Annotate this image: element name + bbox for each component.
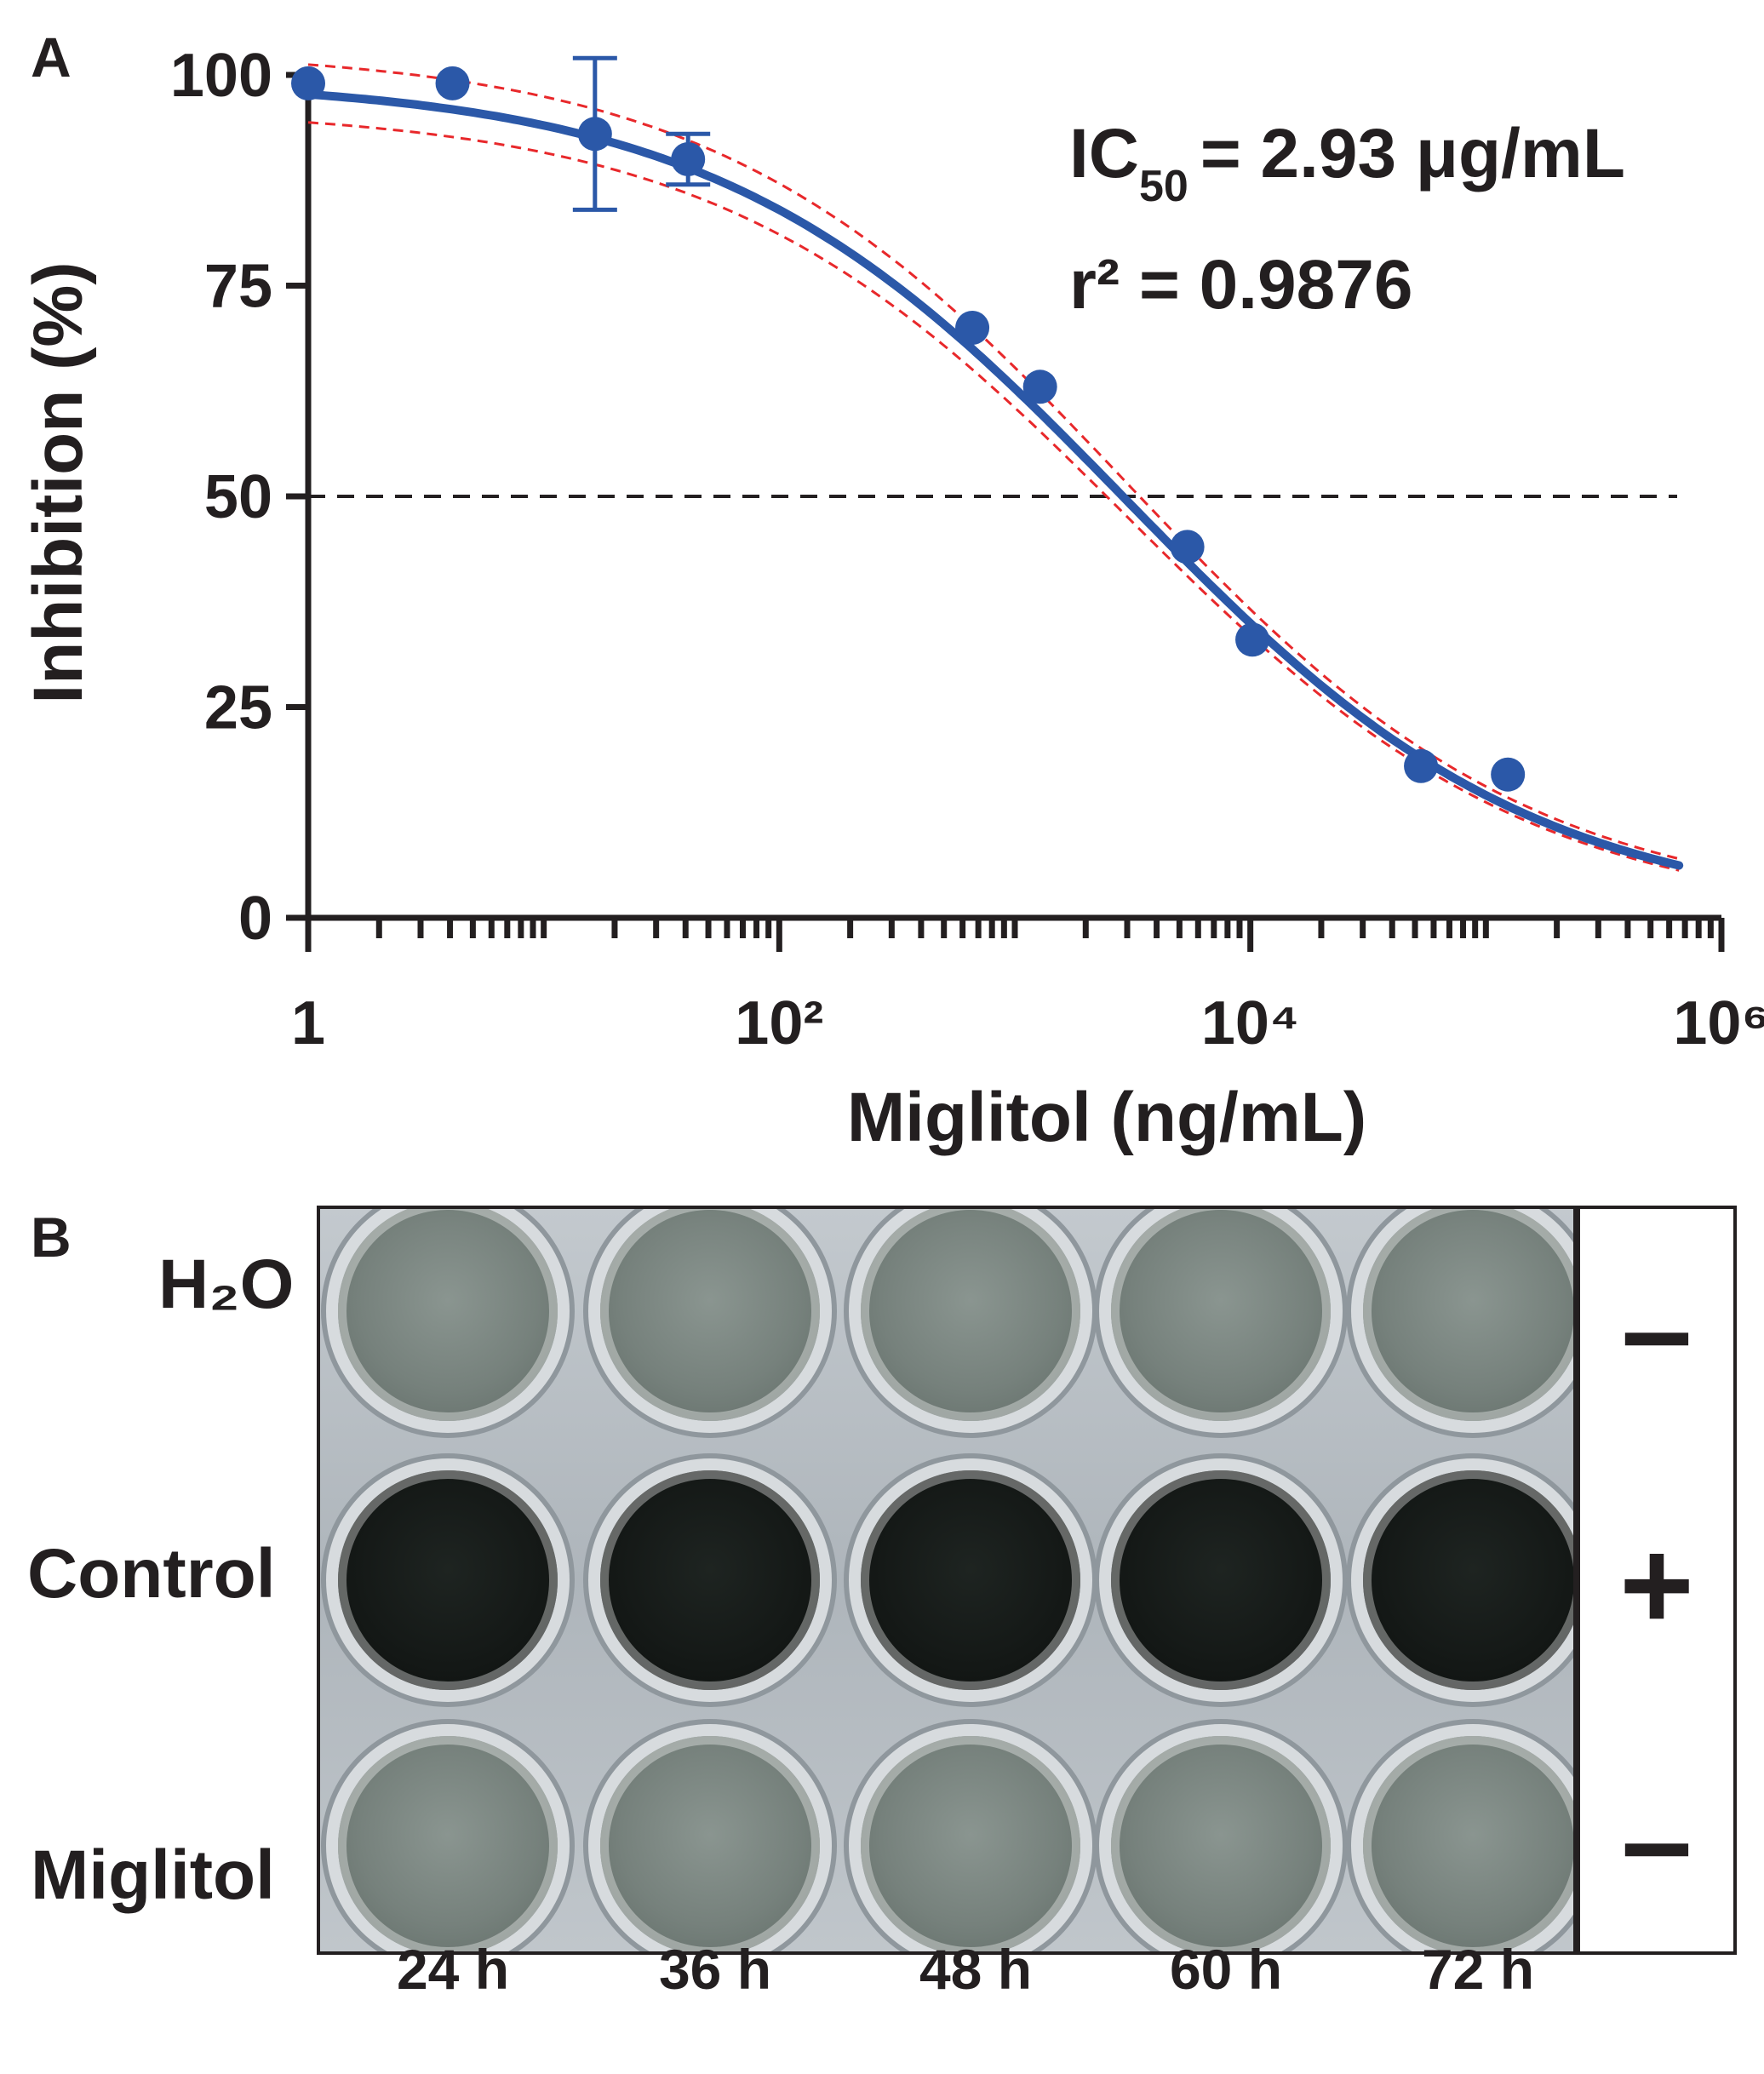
row-label-control: Control (27, 1535, 276, 1613)
x-tick-label: 10² (735, 989, 823, 1057)
well-1-5 (1363, 1209, 1573, 1421)
y-tick-label: 50 (204, 463, 272, 531)
y-axis-title: Inhibition (%) (20, 261, 97, 703)
lower-ci-curve (307, 121, 1680, 872)
data-point (1235, 622, 1270, 657)
sign-miglitol: – (1621, 1768, 1692, 1911)
fit-curve (304, 89, 1684, 870)
well-3-1 (338, 1736, 558, 1951)
data-point (1170, 530, 1205, 564)
well-2-5 (1363, 1470, 1573, 1690)
y-tick-label: 25 (204, 674, 272, 742)
time-label-60h: 60 h (1169, 1938, 1283, 2001)
y-tick-label: 75 (204, 253, 272, 321)
data-point (435, 66, 470, 100)
well-3-5 (1363, 1736, 1573, 1951)
row-label-miglitol: Miglitol (31, 1836, 275, 1914)
x-tick-label: 10⁶ (1673, 989, 1764, 1057)
data-point (1404, 748, 1439, 783)
row-label-h2o: H₂O (158, 1246, 295, 1323)
time-label-72h: 72 h (1421, 1938, 1535, 2001)
well-3-3 (861, 1736, 1080, 1951)
fit-curve-layer (304, 89, 1684, 870)
ic50-annotation: IC50 = 2.93 μg/mL (1069, 115, 1625, 211)
time-label-36h: 36 h (658, 1938, 772, 2001)
well-1-4 (1111, 1209, 1331, 1421)
data-points-layer (291, 55, 1526, 792)
sign-h2o: – (1621, 1258, 1692, 1401)
well-1-1 (338, 1209, 558, 1421)
data-point (291, 66, 325, 100)
time-label-48h: 48 h (919, 1938, 1033, 2001)
well-plate-photo (317, 1206, 1577, 1955)
chart-axes: 0 25 50 75 100 1 10² 10⁴ 10⁶ Miglitol (ng/mL) Inhi… (20, 42, 1764, 1156)
x-tick-label: 1 (291, 989, 325, 1057)
well-3-4 (1111, 1736, 1331, 1951)
well-2-4 (1111, 1470, 1331, 1690)
well-2-2 (600, 1470, 820, 1690)
annotation-layer: IC50 = 2.93 μg/mL r² = 0.9876 (1069, 115, 1625, 324)
data-point (955, 311, 990, 345)
x-axis-title: Miglitol (ng/mL) (847, 1079, 1366, 1156)
data-point (1022, 370, 1057, 404)
well-1-3 (861, 1209, 1080, 1421)
well-2-1 (338, 1470, 558, 1690)
inhibition-chart: 0 25 50 75 100 1 10² 10⁴ 10⁶ Miglitol (ng/mL) Inhi… (20, 42, 1764, 1156)
confidence-band-layer (307, 63, 1680, 872)
data-point (671, 142, 706, 176)
panel-letter-b: B (31, 1206, 72, 1269)
result-sign-column: – + – (1577, 1206, 1737, 1955)
y-tick-label: 100 (170, 42, 272, 110)
well-1-2 (600, 1209, 820, 1421)
panel-letter-a: A (31, 26, 72, 89)
y-tick-label: 0 (238, 885, 272, 953)
data-point (577, 117, 612, 152)
well-3-2 (600, 1736, 820, 1951)
r2-annotation: r² = 0.9876 (1069, 246, 1412, 324)
data-point (1491, 757, 1526, 792)
upper-ci-curve (307, 63, 1680, 861)
sign-control: + (1619, 1513, 1694, 1656)
well-2-3 (861, 1470, 1080, 1690)
time-label-24h: 24 h (396, 1938, 510, 2001)
x-tick-label: 10⁴ (1201, 989, 1300, 1057)
